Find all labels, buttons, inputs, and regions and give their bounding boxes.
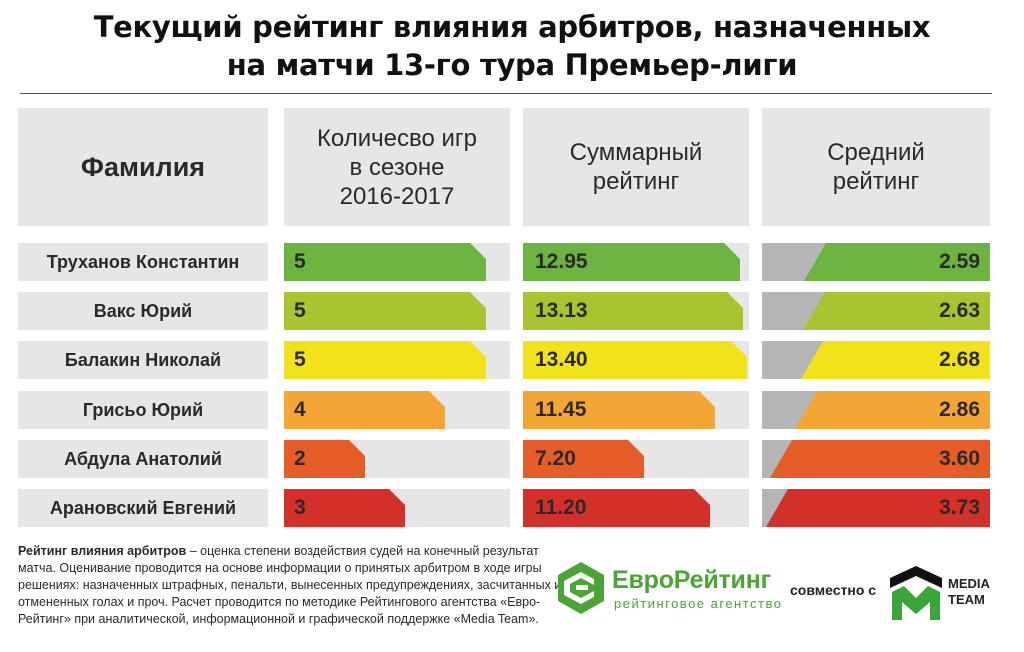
total-value: 7.20 bbox=[535, 447, 576, 470]
euro-rating-subtitle: рейтинговое агентство bbox=[614, 596, 783, 611]
average-value: 2.68 bbox=[939, 348, 980, 371]
average-bar bbox=[795, 391, 990, 429]
chart-title: Текущий рейтинг влияния арбитров, назнач… bbox=[93, 10, 931, 82]
row-name: Арановский Евгений bbox=[18, 489, 268, 527]
games-value: 5 bbox=[294, 299, 306, 322]
average-cell bbox=[762, 292, 990, 330]
total-bar bbox=[523, 489, 710, 527]
games-value: 5 bbox=[294, 250, 306, 273]
footnote-text: – оценка степени воздействия судей на ко… bbox=[18, 544, 576, 626]
average-bar bbox=[803, 292, 990, 330]
total-value: 11.45 bbox=[535, 398, 587, 421]
title-divider bbox=[20, 93, 992, 94]
average-value: 2.86 bbox=[939, 398, 980, 421]
row-name: Вакс Юрий bbox=[18, 292, 268, 330]
games-bar bbox=[284, 292, 486, 330]
games-bar bbox=[284, 391, 445, 429]
media-team-wordmark: MEDIA TEAM bbox=[948, 576, 990, 607]
total-value: 13.13 bbox=[535, 299, 588, 322]
total-value: 13.40 bbox=[535, 348, 588, 371]
media-team-logo-icon bbox=[890, 566, 942, 620]
average-value: 3.60 bbox=[939, 447, 980, 470]
average-value: 2.59 bbox=[939, 250, 980, 273]
euro-rating-wordmark: ЕвроРейтинг bbox=[612, 566, 771, 594]
total-value: 12.95 bbox=[535, 250, 588, 273]
games-value: 2 bbox=[294, 447, 306, 470]
total-bar bbox=[523, 292, 743, 330]
average-cell bbox=[762, 341, 990, 379]
average-cell bbox=[762, 440, 990, 478]
jointly-label: совместно с bbox=[790, 582, 877, 598]
average-cell bbox=[762, 391, 990, 429]
footnote-term: Рейтинг влияния арбитров bbox=[18, 544, 187, 558]
total-bar bbox=[523, 341, 747, 379]
total-value: 11.20 bbox=[535, 496, 587, 519]
games-value: 3 bbox=[294, 496, 306, 519]
average-value: 3.73 bbox=[939, 496, 980, 519]
average-value: 2.63 bbox=[939, 299, 980, 322]
header-average: Средний рейтинг bbox=[762, 108, 990, 226]
row-name: Грисьо Юрий bbox=[18, 391, 268, 429]
average-cell bbox=[762, 489, 990, 527]
average-bar bbox=[801, 341, 990, 379]
games-value: 4 bbox=[294, 398, 306, 421]
total-bar bbox=[523, 440, 644, 478]
average-cell bbox=[762, 243, 990, 281]
header-total: Суммарный рейтинг bbox=[523, 108, 749, 226]
average-bar bbox=[804, 243, 990, 281]
total-bar bbox=[523, 243, 740, 281]
average-bar bbox=[766, 489, 990, 527]
row-name: Труханов Константин bbox=[18, 243, 268, 281]
header-games: Количесво игр в сезоне 2016-2017 bbox=[284, 108, 510, 226]
average-bar bbox=[770, 440, 990, 478]
total-bar bbox=[523, 391, 715, 429]
footnote: Рейтинг влияния арбитров – оценка степен… bbox=[18, 543, 578, 628]
row-name: Абдула Анатолий bbox=[18, 440, 268, 478]
games-bar bbox=[284, 489, 405, 527]
header-name: Фамилия bbox=[18, 108, 268, 226]
games-value: 5 bbox=[294, 348, 306, 371]
row-name: Балакин Николай bbox=[18, 341, 268, 379]
euro-rating-logo-icon bbox=[558, 562, 604, 614]
games-bar bbox=[284, 341, 486, 379]
games-bar bbox=[284, 243, 486, 281]
games-bar bbox=[284, 440, 365, 478]
